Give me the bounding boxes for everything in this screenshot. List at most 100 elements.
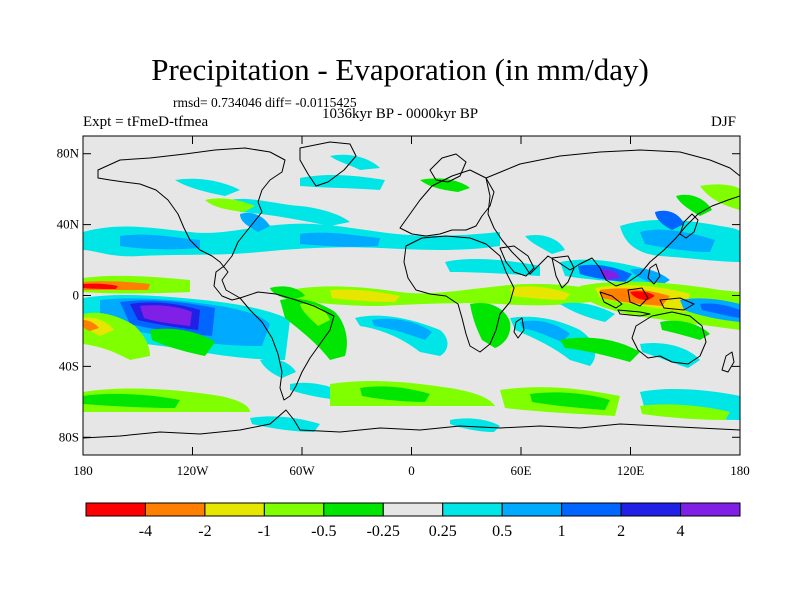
lon-tick-label: 120W (177, 463, 210, 478)
field-blob (560, 337, 640, 362)
lon-tick-label: 60E (511, 463, 532, 478)
colorbar-swatch (620, 502, 682, 517)
colorbar-label: 1 (558, 523, 566, 540)
field-blob (640, 229, 715, 252)
field-blob (120, 234, 200, 250)
colorbar-swatch (382, 502, 444, 517)
coastline-south-america (239, 291, 335, 401)
lon-tick-label: 180 (730, 463, 750, 478)
field-blob (83, 393, 180, 408)
field-blob (150, 328, 215, 356)
colorbar-label: -0.5 (311, 523, 336, 540)
field-blob (83, 283, 118, 289)
coastline-india (551, 255, 575, 289)
field-blob (445, 259, 540, 276)
colorbar-swatch (144, 502, 206, 517)
colorbar-swatch (323, 502, 384, 517)
lat-tick-label: 40S (59, 358, 79, 373)
lat-tick-label: 0 (73, 288, 80, 303)
field-blob (360, 386, 430, 402)
contour-fields (83, 154, 740, 432)
coastline-antarctica (83, 409, 740, 439)
coastline-japan (679, 213, 699, 239)
colorbar-label: -4 (139, 523, 152, 540)
field-blob (520, 320, 570, 342)
field-blob (175, 178, 240, 196)
colorbar-label: -0.25 (367, 523, 400, 540)
experiment-label: Expt = tFmeD-tfmea (83, 114, 209, 130)
field-blob (240, 212, 270, 232)
field-blob (510, 286, 570, 300)
lon-tick-label: 180 (73, 463, 93, 478)
coastline-new-guinea (659, 297, 695, 311)
coastline-africa (403, 235, 515, 353)
colorbar-label: -2 (198, 523, 211, 540)
field-blob (330, 154, 380, 170)
colorbar-swatch (442, 502, 503, 517)
field-blob (140, 305, 192, 326)
lon-tick-label: 60W (289, 463, 315, 478)
latitude-axis: 80N 40N 0 40S 80S (57, 146, 740, 444)
colorbar-label: 0.25 (429, 523, 457, 540)
field-blob (450, 418, 500, 432)
coastline-borneo (627, 287, 649, 307)
colorbar-swatch (85, 502, 146, 517)
season-label: DJF (711, 114, 737, 130)
field-blob (530, 392, 610, 410)
colorbar-label: 0.5 (492, 523, 512, 540)
lat-tick-label: 80S (59, 429, 79, 444)
field-blob (300, 303, 330, 326)
field-blob (600, 288, 670, 306)
field-blob (300, 232, 380, 247)
lon-tick-label: 120E (617, 463, 645, 478)
coastline-new-zealand (721, 351, 735, 373)
colorbar-swatch (204, 502, 265, 517)
field-blob (660, 320, 710, 340)
field-blob (250, 416, 320, 432)
field-blob (330, 289, 400, 302)
field-blob (655, 210, 684, 230)
coastline-greenland (299, 141, 357, 187)
coastline-asia (485, 149, 740, 287)
colorbar-label: 4 (677, 523, 685, 540)
lat-tick-label: 80N (57, 146, 80, 161)
field-blob (640, 404, 730, 420)
field-blob (300, 174, 385, 190)
coastline-java (617, 309, 651, 317)
colorbar-swatch (680, 502, 741, 517)
coastline-sumatra (599, 291, 623, 309)
lon-tick-label: 0 (408, 463, 415, 478)
field-blob (260, 358, 296, 378)
field-blob (700, 184, 740, 210)
colorbar-label: -1 (258, 523, 271, 540)
colorbar: -4 -2 -1 -0.5 -0.25 0.25 0.5 1 2 4 (85, 502, 741, 540)
period-label: 1036kyr BP - 0000kyr BP (322, 106, 479, 122)
longitude-axis: 180 120W 60W 0 60E 120E 180 (73, 136, 750, 478)
coastline-madagascar (513, 317, 525, 339)
field-blob (525, 234, 565, 254)
colorbar-label: 2 (617, 523, 625, 540)
colorbar-swatch (561, 502, 622, 517)
field-blob (630, 268, 670, 286)
colorbar-swatch (501, 502, 563, 517)
lat-tick-label: 40N (57, 217, 80, 232)
field-blob (640, 342, 700, 368)
colorbar-swatch (263, 502, 325, 517)
stats-text: rmsd= 0.734046 diff= -0.0115425 (173, 95, 357, 110)
coastline-europe (399, 169, 495, 237)
coastline-australia (631, 311, 707, 365)
coastline-philippines (647, 263, 661, 285)
coastlines (83, 141, 740, 439)
field-blob (270, 286, 305, 300)
field-blob (205, 198, 255, 212)
coastline-north-america (97, 147, 286, 301)
field-blob (700, 303, 740, 318)
field-blob (372, 318, 432, 340)
field-blob (420, 178, 470, 192)
field-blob (630, 291, 655, 300)
field-blob (560, 302, 615, 322)
chart-title: Precipitation - Evaporation (in mm/day) (151, 52, 649, 87)
coastline-arabia (499, 245, 535, 277)
coastline-scandinavia (429, 153, 467, 183)
